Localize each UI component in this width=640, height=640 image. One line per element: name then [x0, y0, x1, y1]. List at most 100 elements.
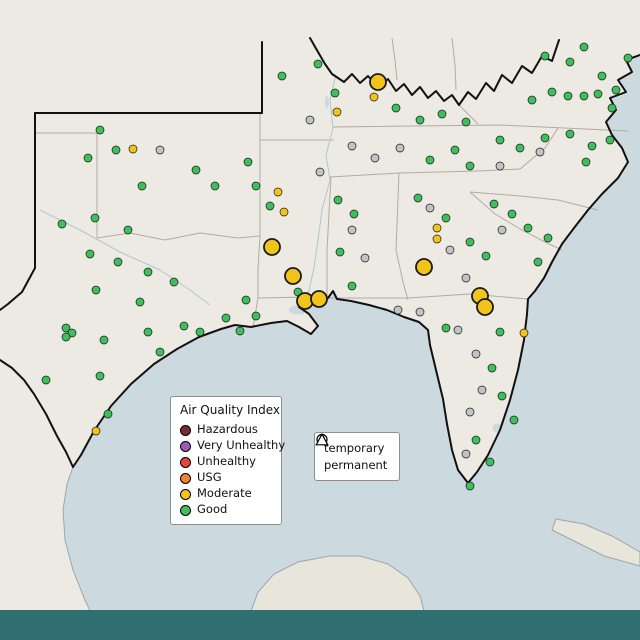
shape-legend-item: permanent	[315, 433, 390, 474]
station-good	[540, 51, 550, 61]
station-good	[607, 103, 617, 113]
aqi-legend-label: Moderate	[197, 486, 252, 501]
station-good	[61, 323, 71, 333]
station-good	[335, 247, 345, 257]
station-good	[103, 409, 113, 419]
station-good	[565, 129, 575, 139]
station-nodata	[370, 153, 380, 163]
station-good	[533, 257, 543, 267]
station-good	[391, 103, 401, 113]
station-good	[85, 249, 95, 259]
hazardous-swatch-icon	[180, 424, 191, 436]
station-good	[563, 91, 573, 101]
station-nodata	[535, 147, 545, 157]
station-good	[347, 281, 357, 291]
station-moderate	[519, 328, 529, 338]
aqi-legend-item: USG	[180, 470, 272, 486]
station-good	[565, 57, 575, 67]
station-good	[99, 335, 109, 345]
station-good	[487, 363, 497, 373]
station-good	[235, 326, 245, 336]
station-moderate	[91, 426, 101, 436]
station-nodata	[305, 115, 315, 125]
cuba-landmass	[551, 518, 640, 567]
station-moderate	[128, 144, 138, 154]
shape-legend-items: temporary permanent	[315, 433, 390, 474]
aqi-legend-label: USG	[197, 470, 222, 485]
station-good	[251, 181, 261, 191]
station-nodata	[347, 141, 357, 151]
station-moderate-temporary	[284, 267, 302, 285]
station-good	[579, 91, 589, 101]
aqi-legend-title: Air Quality Index	[180, 403, 281, 417]
station-nodata	[453, 325, 463, 335]
region-outline	[0, 37, 640, 484]
station-moderate	[369, 92, 379, 102]
station-nodata	[395, 143, 405, 153]
station-good	[481, 251, 491, 261]
shape-legend-label: temporary	[324, 440, 385, 455]
station-good	[587, 141, 597, 151]
station-good	[349, 209, 359, 219]
station-good	[143, 267, 153, 277]
station-good	[135, 297, 145, 307]
station-good	[465, 237, 475, 247]
station-good	[90, 213, 100, 223]
station-good	[111, 145, 121, 155]
station-moderate-temporary	[369, 73, 387, 91]
station-good	[495, 327, 505, 337]
station-good	[611, 85, 621, 95]
station-nodata	[461, 273, 471, 283]
station-good	[221, 313, 231, 323]
station-moderate-temporary	[263, 238, 281, 256]
station-moderate-temporary	[476, 298, 494, 316]
triangle-marker-icon	[315, 433, 329, 446]
station-moderate-temporary	[415, 258, 433, 276]
aqi-legend-items: Hazardous Very Unhealthy Unhealthy USG Moder…	[180, 422, 285, 518]
aqi-legend-item: Moderate	[180, 486, 272, 502]
station-good	[437, 109, 447, 119]
station-good	[509, 415, 519, 425]
station-good	[523, 223, 533, 233]
unhealthy-swatch-icon	[180, 456, 191, 468]
station-good	[465, 481, 475, 491]
station-good	[415, 115, 425, 125]
station-nodata	[393, 305, 403, 315]
station-good	[61, 332, 71, 342]
station-nodata	[347, 225, 357, 235]
station-good	[413, 193, 423, 203]
station-good	[540, 133, 550, 143]
station-good	[465, 161, 475, 171]
aqi-legend-label: Unhealthy	[197, 454, 256, 469]
station-good	[547, 87, 557, 97]
station-good	[83, 153, 93, 163]
station-good	[137, 181, 147, 191]
station-good	[91, 285, 101, 295]
station-good	[277, 71, 287, 81]
rivers	[39, 73, 337, 316]
station-good	[179, 321, 189, 331]
station-good	[123, 225, 133, 235]
station-nodata	[497, 225, 507, 235]
station-good	[461, 117, 471, 127]
good-swatch-icon	[180, 504, 191, 516]
station-good	[441, 323, 451, 333]
markers-layer	[41, 42, 633, 491]
station-moderate	[279, 207, 289, 217]
shape-legend: temporary permanent	[314, 432, 400, 481]
station-good	[495, 135, 505, 145]
station-good	[485, 457, 495, 467]
station-good	[155, 347, 165, 357]
station-good	[191, 165, 201, 175]
station-good	[581, 157, 591, 167]
aqi-legend-item: Good	[180, 502, 272, 518]
station-good	[195, 327, 205, 337]
aqi-legend-label: Very Unhealthy	[197, 438, 286, 453]
station-good	[471, 435, 481, 445]
station-moderate	[332, 107, 342, 117]
station-nodata	[461, 449, 471, 459]
station-good	[515, 143, 525, 153]
